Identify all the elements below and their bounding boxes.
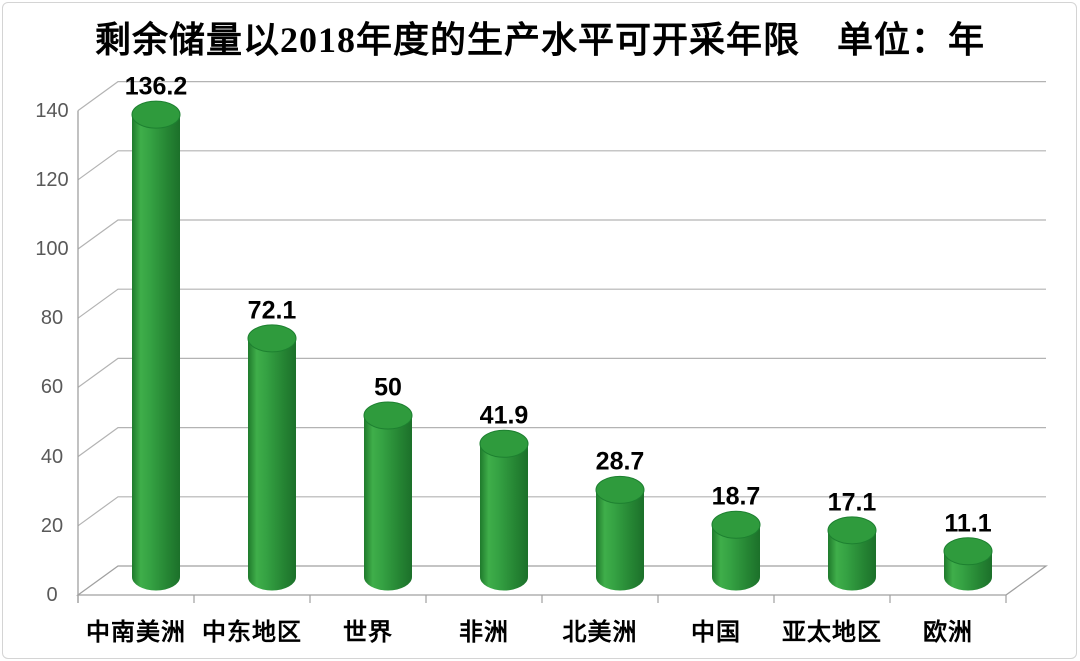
y-axis-tick-label: 140 [35,99,69,122]
bar-cylinder-body [712,524,760,591]
x-axis-category-label: 亚太地区 [782,619,882,646]
bar-value-label: 18.7 [711,482,761,511]
gridline [77,427,1046,458]
x-axis-category-label: 中南美洲 [86,619,186,646]
x-axis-category-label: 中国 [691,619,741,646]
x-axis-category-label: 北美洲 [562,619,638,646]
y-axis-tick-label: 0 [46,584,58,606]
bar-cylinder-body [364,415,412,591]
bar-cylinder-body [596,489,644,591]
y-axis-tick-label: 120 [35,168,69,191]
bar-cylinder-top [711,510,761,539]
bar-cylinder-top [479,429,529,458]
x-axis-category-label: 世界 [343,619,393,646]
bar-value-label: 50 [374,373,402,402]
gridline [77,81,1046,112]
gridline [77,496,1046,527]
bar-cylinder-top [943,537,993,566]
bar-value-label: 72.1 [247,296,297,325]
gridline [77,288,1046,319]
y-axis-tick-label: 80 [40,307,64,330]
y-axis-tick-label: 40 [40,445,64,468]
chart-title: 剩余储量以2018年度的生产水平可开采年限 单位：年 [94,20,985,60]
bar-value-label: 17.1 [827,488,877,517]
y-axis-tick-label: 60 [40,376,64,399]
bar-cylinder-top [131,100,181,129]
bar-cylinder-top [247,324,297,353]
bar-value-label: 28.7 [595,447,645,476]
bar-value-label: 41.9 [479,401,529,430]
bar-cylinder-body [828,530,876,591]
y-axis-tick-label: 20 [40,514,64,537]
bar-value-label: 136.2 [124,72,188,101]
bar-cylinder-body [132,114,180,591]
gridline [77,357,1046,388]
bar-cylinder-body [248,338,296,591]
floor-plane [75,565,1049,596]
bar-cylinder-body [480,443,528,591]
x-axis-category-label: 非洲 [459,619,509,646]
bar-cylinder-top [827,516,877,545]
bar-cylinder-top [363,401,413,430]
bar-cylinder-body [944,551,992,591]
gridline [77,150,1046,181]
x-axis-category-label: 欧洲 [923,619,973,646]
y-axis-tick-label: 100 [35,238,69,260]
bar-cylinder-top [595,475,645,504]
bar-value-label: 11.1 [944,509,992,538]
x-axis-category-label: 中东地区 [202,619,302,646]
gridline [77,219,1046,250]
